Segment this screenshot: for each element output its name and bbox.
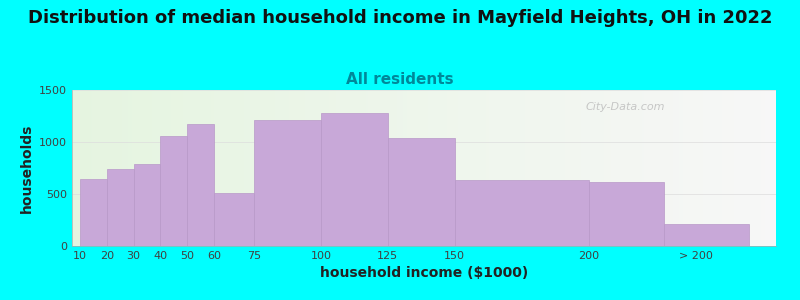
Bar: [663, 224, 750, 246]
Bar: [321, 113, 388, 246]
Bar: [388, 138, 454, 246]
Bar: [254, 120, 321, 246]
Bar: [134, 164, 160, 246]
Y-axis label: households: households: [19, 123, 34, 213]
Bar: [80, 179, 106, 246]
Text: Distribution of median household income in Mayfield Heights, OH in 2022: Distribution of median household income …: [28, 9, 772, 27]
Text: All residents: All residents: [346, 72, 454, 87]
Text: City-Data.com: City-Data.com: [586, 103, 666, 112]
X-axis label: household income ($1000): household income ($1000): [320, 266, 528, 280]
Bar: [454, 181, 589, 246]
Bar: [187, 124, 214, 246]
Bar: [589, 182, 663, 246]
Bar: [160, 136, 187, 246]
Bar: [106, 169, 134, 246]
Bar: [214, 193, 254, 246]
